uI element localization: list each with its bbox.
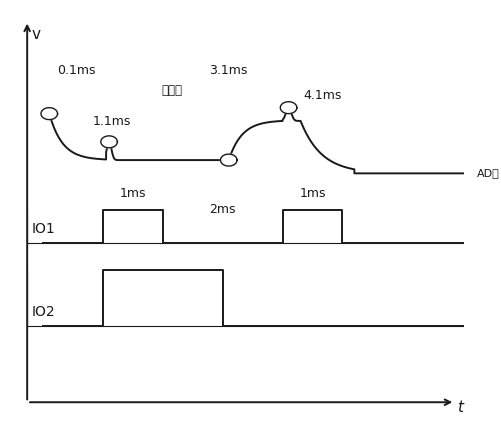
Text: 0.1ms: 0.1ms bbox=[57, 64, 95, 77]
Polygon shape bbox=[280, 102, 296, 114]
Text: 1.1ms: 1.1ms bbox=[93, 115, 131, 128]
Text: 3.1ms: 3.1ms bbox=[209, 64, 247, 77]
Polygon shape bbox=[41, 108, 58, 120]
Text: IO1: IO1 bbox=[32, 222, 56, 236]
Polygon shape bbox=[101, 136, 117, 148]
Text: 4.1ms: 4.1ms bbox=[303, 89, 341, 102]
Text: v: v bbox=[32, 27, 41, 42]
Text: IO2: IO2 bbox=[32, 305, 55, 319]
Polygon shape bbox=[220, 154, 236, 166]
Text: 2ms: 2ms bbox=[209, 203, 235, 216]
Text: 采样点: 采样点 bbox=[161, 84, 182, 97]
Text: 1ms: 1ms bbox=[120, 187, 146, 200]
Text: AD値: AD値 bbox=[476, 168, 499, 179]
Text: 1ms: 1ms bbox=[299, 187, 325, 200]
Text: t: t bbox=[456, 400, 462, 415]
